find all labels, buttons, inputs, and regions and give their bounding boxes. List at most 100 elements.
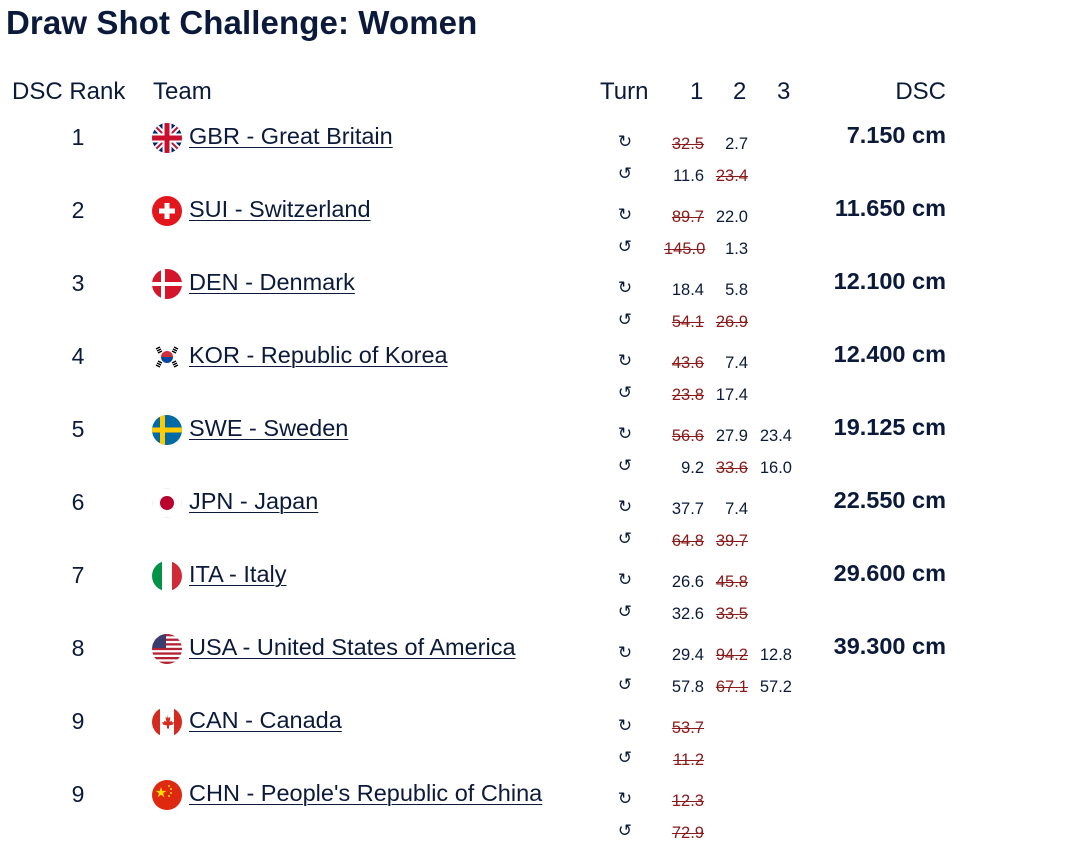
team-link[interactable]: CHN - People's Republic of China [189,780,543,806]
shot-value: 5.8 [725,281,748,299]
jpn-flag-icon [152,488,182,518]
shot-value-discarded: 32.5 [671,135,704,153]
shot-value-discarded: 89.7 [671,208,704,226]
shot-value: 7.4 [725,354,748,372]
clockwise-turn-icon: ↻ [617,351,633,371]
header-end-2: 2 [733,78,747,105]
header-turn: Turn [600,78,649,105]
counterclockwise-turn-icon: ↺ [617,529,633,549]
shot-value-discarded: 11.2 [673,751,704,769]
rank-cell: 8 [71,635,85,661]
clockwise-turn-icon: ↻ [617,497,633,517]
rank-cell: 7 [71,562,85,588]
clockwise-turn-icon: ↻ [617,789,633,809]
rank-cell: 5 [71,416,85,442]
sui-flag-icon [152,196,182,226]
clockwise-turn-icon: ↻ [617,278,633,298]
rank-cell: 2 [71,197,85,223]
shot-value: 32.6 [671,605,704,623]
counterclockwise-turn-icon: ↺ [617,383,633,403]
team-link[interactable]: DEN - Denmark [189,269,355,295]
can-flag-icon [152,707,182,737]
shot-value: 57.8 [671,678,704,696]
dsc-value: 19.125 cm [833,414,946,440]
dsc-value: 12.100 cm [833,268,946,294]
header-end-3: 3 [777,78,791,105]
counterclockwise-turn-icon: ↺ [617,237,633,257]
team-link[interactable]: ITA - Italy [189,561,287,587]
swe-flag-icon [152,415,182,445]
header-end-1: 1 [690,78,704,105]
table-row: 6 JPN - Japan ↻ 37.7 7.4 ↺ 64.8 39.7 22.550 cm [0,483,1092,556]
clockwise-turn-icon: ↻ [617,716,633,736]
counterclockwise-turn-icon: ↺ [617,456,633,476]
shot-value-discarded: 145.0 [664,240,706,258]
shot-value: 12.8 [759,646,792,664]
counterclockwise-turn-icon: ↺ [617,164,633,184]
shot-value: 11.6 [673,167,704,185]
clockwise-turn-icon: ↻ [617,205,633,225]
shot-value: 22.0 [715,208,748,226]
chn-flag-icon [152,780,182,810]
kor-flag-icon [152,342,182,372]
rank-cell: 9 [71,708,85,734]
table-row: 8 USA - United States of America ↻ 29.4 94.2… [0,629,1092,702]
dsc-value: 39.300 cm [833,633,946,659]
shot-value: 29.4 [671,646,704,664]
table-row: 4 KOR - Republic of Korea ↻ 43.6 7.4 ↺ 23.8 17.… [0,337,1092,410]
header-dsc-rank: DSC Rank [12,78,126,105]
shot-value: 27.9 [715,427,748,445]
ita-flag-icon [152,561,182,591]
shot-value-discarded: 33.6 [715,459,748,477]
team-link[interactable]: JPN - Japan [189,488,319,514]
rank-cell: 1 [71,124,85,150]
shot-value-discarded: 53.7 [671,719,704,737]
table-row: 5 SWE - Sweden ↻ 56.6 27.9 23.4 ↺ 9.2 33.6 16.0 19… [0,410,1092,483]
team-link[interactable]: KOR - Republic of Korea [189,342,448,368]
shot-value: 37.7 [671,500,704,518]
header-dsc: DSC [895,78,946,105]
shot-value: 57.2 [759,678,792,696]
shot-value-discarded: 94.2 [715,646,748,664]
shot-value-discarded: 56.6 [671,427,704,445]
dsc-value: 22.550 cm [833,487,946,513]
dsc-value: 12.400 cm [833,341,946,367]
team-link[interactable]: USA - United States of America [189,634,516,660]
shot-value-discarded: 33.5 [715,605,748,623]
shot-value-discarded: 72.9 [671,824,704,842]
counterclockwise-turn-icon: ↺ [617,675,633,695]
team-link[interactable]: CAN - Canada [189,707,342,733]
table-row: 2 SUI - Switzerland ↻ 89.7 22.0 ↺ 145.0 1.3 11.6… [0,191,1092,264]
shot-value: 18.4 [671,281,704,299]
counterclockwise-turn-icon: ↺ [617,310,633,330]
clockwise-turn-icon: ↻ [617,643,633,663]
shot-value-discarded: 23.8 [671,386,704,404]
team-link[interactable]: SUI - Switzerland [189,196,371,222]
usa-flag-icon [152,634,182,664]
table-row: 9 CAN - Canada ↻ 53.7 ↺ 11.2 [0,702,1092,775]
shot-value: 23.4 [759,427,792,445]
team-link[interactable]: GBR - Great Britain [189,123,393,149]
table-row: 9 CHN - People's Republic of China ↻ 12.3 ↺ 7… [0,775,1092,848]
shot-value: 16.0 [759,459,792,477]
shot-value: 2.7 [725,135,748,153]
counterclockwise-turn-icon: ↺ [617,821,633,841]
den-flag-icon [152,269,182,299]
rank-cell: 9 [71,781,85,807]
rank-cell: 3 [71,270,85,296]
shot-value: 26.6 [671,573,704,591]
shot-value-discarded: 23.4 [715,167,748,185]
shot-value-discarded: 26.9 [715,313,748,331]
counterclockwise-turn-icon: ↺ [617,748,633,768]
clockwise-turn-icon: ↻ [617,132,633,152]
header-team: Team [153,78,212,105]
shot-value-discarded: 67.1 [715,678,748,696]
dsc-value: 11.650 cm [834,195,946,221]
shot-value-discarded: 64.8 [671,532,704,550]
team-link[interactable]: SWE - Sweden [189,415,349,441]
shot-value-discarded: 12.3 [671,792,704,810]
rank-cell: 4 [71,343,85,369]
counterclockwise-turn-icon: ↺ [617,602,633,622]
shot-value: 1.3 [725,240,748,258]
